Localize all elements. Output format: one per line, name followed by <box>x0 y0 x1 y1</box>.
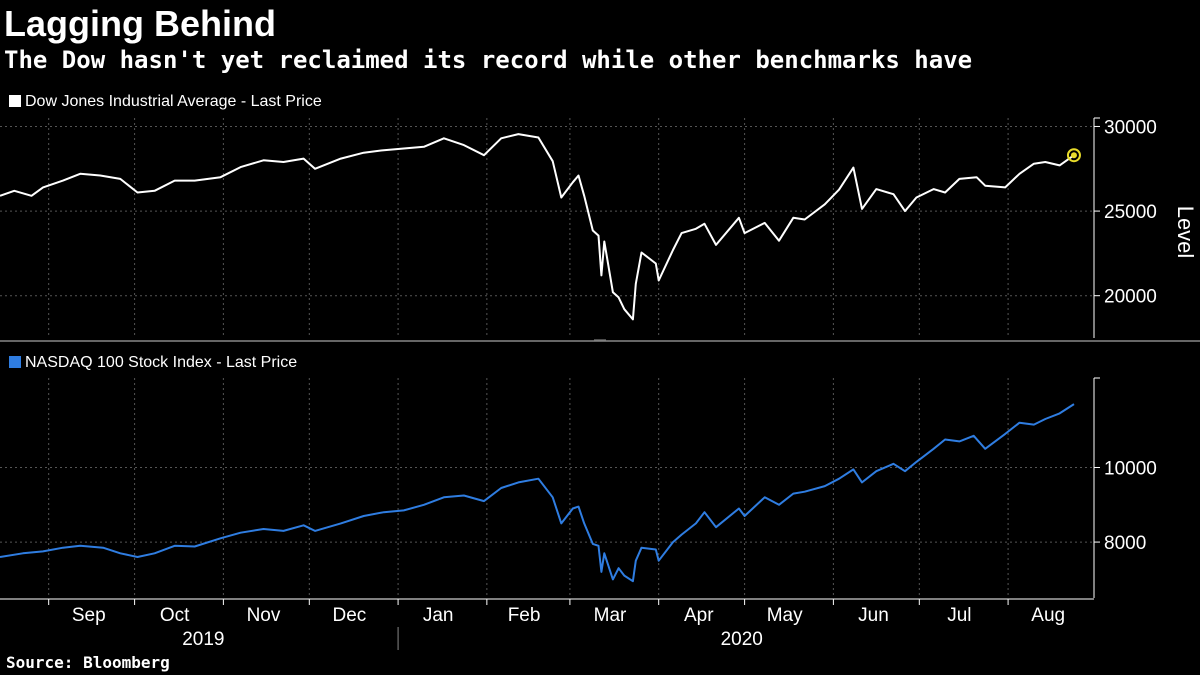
nasdaq-series-line <box>0 403 1075 583</box>
gridlines <box>0 118 1094 598</box>
x-month-label: Jun <box>858 605 889 626</box>
dow-y-axis-label: Level <box>1173 206 1198 259</box>
x-month-label: Aug <box>1031 605 1065 626</box>
x-year-label: 2019 <box>182 629 224 650</box>
x-month-label: Nov <box>247 605 281 626</box>
dow-last-price-marker <box>1066 148 1081 163</box>
dow-series-line <box>0 133 1075 321</box>
nasdaq-legend-label: NASDAQ 100 Stock Index - Last Price <box>25 354 297 371</box>
x-month-label: Apr <box>684 605 714 626</box>
x-axis: Sep Oct Nov Dec Jan Feb Mar Apr May Jun Jul Aug 2019… <box>0 598 1094 650</box>
chart-subtitle: The Dow hasn't yet reclaimed its record … <box>4 46 973 74</box>
nasdaq-legend-swatch <box>9 356 21 368</box>
dow-tick-label: 25000 <box>1104 202 1157 223</box>
x-month-label: Feb <box>508 605 541 626</box>
dow-last-price-dot <box>1070 152 1077 159</box>
dow-legend-swatch <box>9 95 21 107</box>
x-month-label: Dec <box>332 605 366 626</box>
x-month-label: Oct <box>160 605 190 626</box>
nasdaq-y-axis: 10000 8000 <box>1093 377 1157 598</box>
dow-y-axis: 30000 25000 20000 <box>1093 117 1157 338</box>
source-note: Source: Bloomberg <box>6 653 170 672</box>
dow-tick-label: 30000 <box>1104 117 1157 138</box>
x-month-label: Jan <box>423 605 454 626</box>
nasdaq-tick-label: 8000 <box>1104 533 1146 554</box>
chart-title: Lagging Behind <box>4 3 276 44</box>
x-month-label: Jul <box>947 605 971 626</box>
x-month-label: Sep <box>72 605 106 626</box>
x-year-label: 2020 <box>721 629 763 650</box>
dow-tick-label: 20000 <box>1104 287 1157 308</box>
x-month-label: Mar <box>594 605 627 626</box>
x-month-label: May <box>767 605 803 626</box>
nasdaq-tick-label: 10000 <box>1104 458 1157 479</box>
dow-legend-label: Dow Jones Industrial Average - Last Pric… <box>25 93 322 110</box>
